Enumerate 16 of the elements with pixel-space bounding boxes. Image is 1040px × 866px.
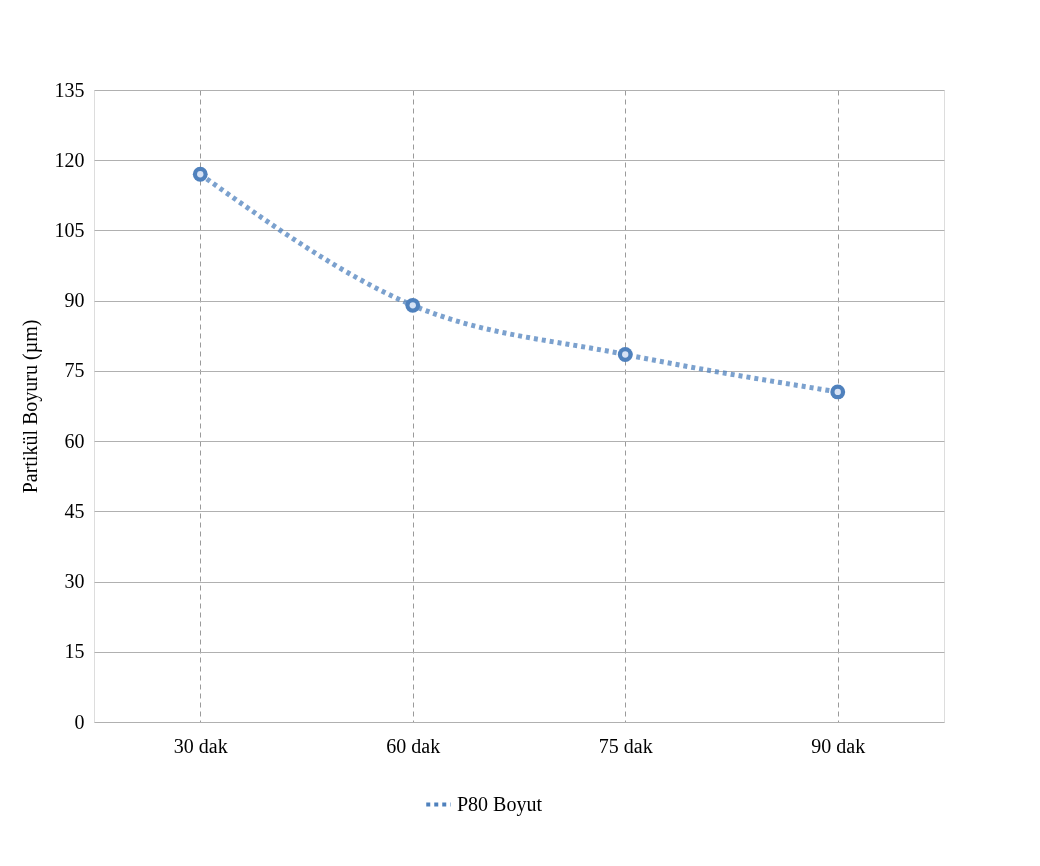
legend-label: P80 Boyut <box>457 792 543 816</box>
x-tick-label: 30 dak <box>173 734 228 757</box>
y-axis-title: Partikül Boyuru (µm) <box>18 319 42 494</box>
y-tick-label: 120 <box>54 148 85 171</box>
y-tick-label: 15 <box>64 640 85 663</box>
y-tick-label: 60 <box>64 429 85 452</box>
x-tick-label: 60 dak <box>386 734 441 757</box>
y-tick-label: 45 <box>64 499 85 522</box>
x-tick-label: 75 dak <box>598 734 653 757</box>
y-tick-label: 90 <box>64 289 85 312</box>
y-tick-label: 75 <box>64 359 85 382</box>
y-tick-label: 30 <box>64 570 85 593</box>
x-tick-label: 90 dak <box>811 734 866 757</box>
y-tick-label: 0 <box>74 710 85 733</box>
y-tick-label: 105 <box>54 218 85 241</box>
y-tick-label: 135 <box>54 78 85 101</box>
